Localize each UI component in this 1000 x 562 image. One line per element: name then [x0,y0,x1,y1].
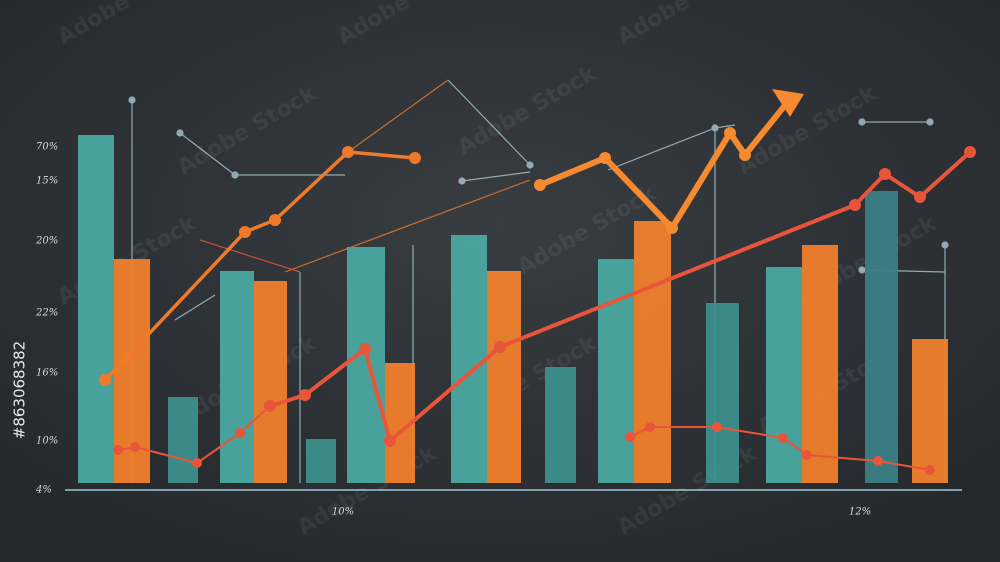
bar [545,367,576,483]
line-point [342,146,354,158]
y-label: 22% [35,308,58,319]
y-label: 70% [36,142,58,153]
line-point [359,343,371,355]
bar [598,259,634,483]
line-point [239,226,251,238]
line-point [879,168,891,180]
bar [766,267,802,483]
line-point [265,401,275,411]
line-point [625,432,635,442]
line-point [299,389,311,401]
line-point [666,222,678,234]
line-point [384,435,396,447]
line-point [778,433,788,443]
y-label: 20% [35,236,58,247]
bar [912,339,948,483]
x-label: 12% [849,507,871,518]
line-point [494,341,506,353]
line-point [534,179,546,191]
bar [451,235,487,483]
line-point [849,199,861,211]
line-point [192,458,202,468]
y-label: 10% [36,436,58,447]
bar [254,281,287,483]
y-label: 15% [36,176,58,187]
arrow-head [772,89,804,117]
bar [865,191,898,483]
bar [347,247,385,483]
line-point [599,152,611,164]
line-point [121,351,133,363]
bar [220,271,254,483]
line-point [99,374,111,386]
line-point [802,450,812,460]
y-label: 4% [35,485,52,496]
line-point [724,127,736,139]
bar [78,135,114,483]
bar [306,439,336,483]
bar [168,397,198,483]
line-point [873,456,883,466]
line-point [964,146,976,158]
bar [706,303,739,483]
bar [802,245,838,483]
line-point [914,191,926,203]
bar [634,221,671,483]
stock-id: #863068382 [11,341,29,439]
line-series [537,96,793,231]
line-point [645,422,655,432]
y-label: 16% [36,368,58,379]
line-point [130,442,140,452]
x-label: 10% [332,507,354,518]
line-point [113,445,123,455]
line-point [235,428,245,438]
line-point [925,465,935,475]
line-point [269,214,281,226]
bar [487,271,521,483]
line-point [409,152,421,164]
line-point [739,149,751,161]
line-point [712,422,722,432]
